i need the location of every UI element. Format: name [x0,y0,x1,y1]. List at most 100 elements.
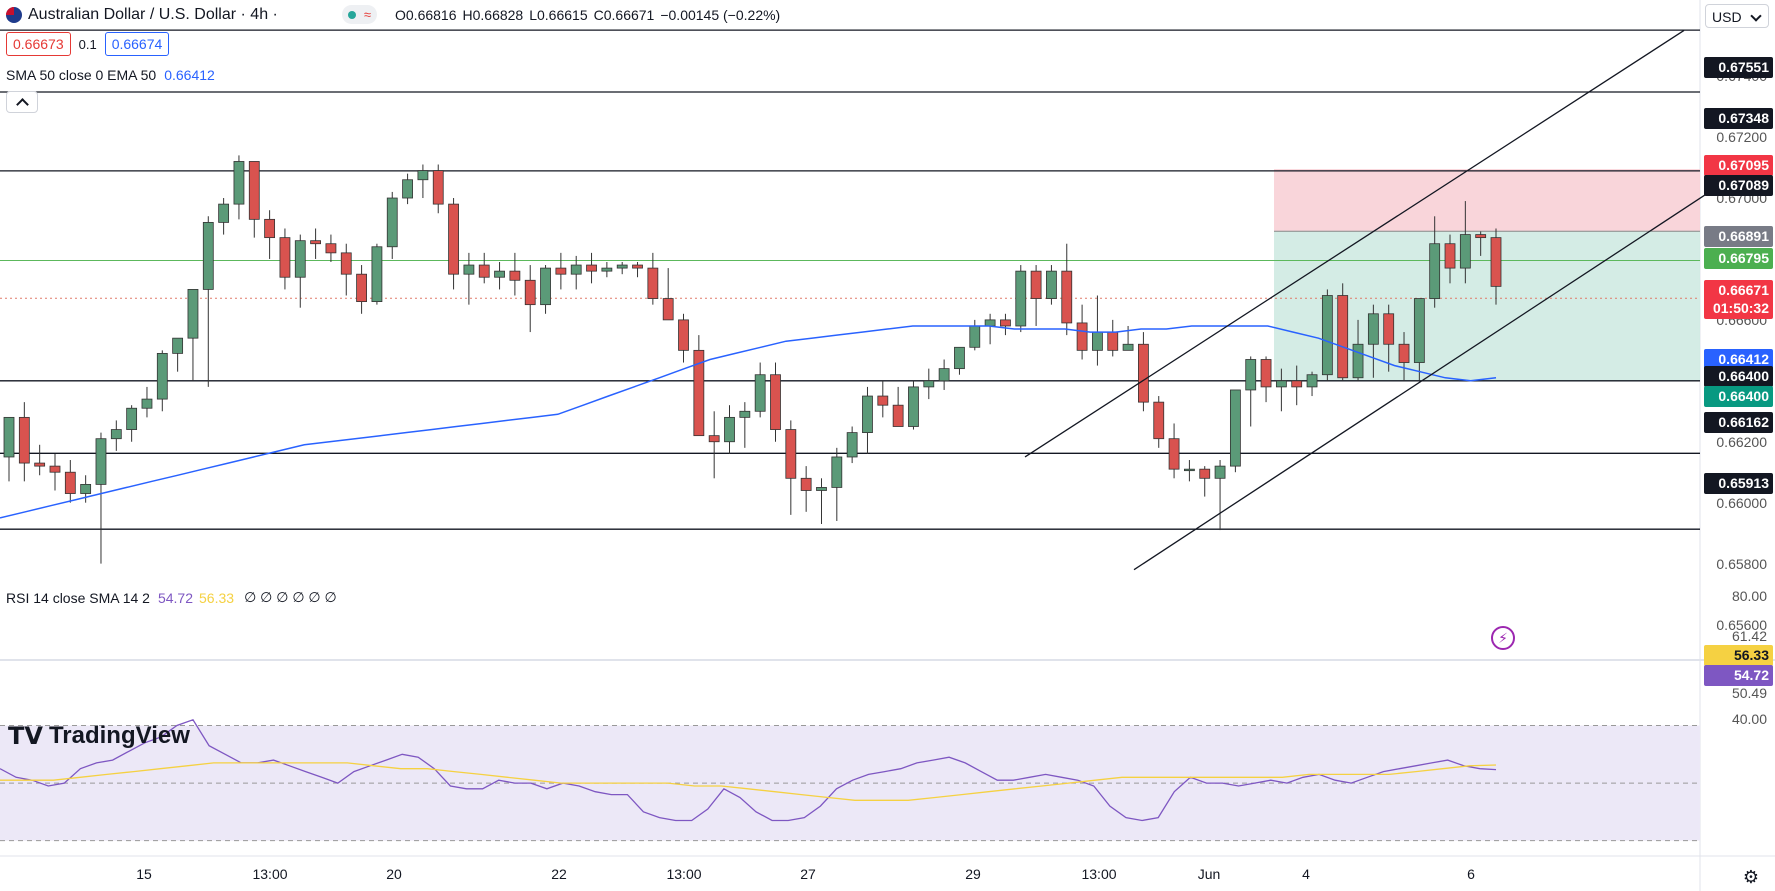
symbol-title[interactable]: Australian Dollar / U.S. Dollar · 4h · [28,5,278,23]
stop-loss-zone [1274,169,1700,232]
candle-down [325,243,337,254]
candle-down [34,462,46,467]
candle-up [1352,343,1364,379]
rsi-sma-value: 56.33 [199,589,235,606]
gear-icon[interactable]: ⚙ [1742,867,1760,887]
trade-buttons: 0.66673 0.1 0.66674 [6,32,170,56]
market-status-badge[interactable]: ≈ [341,5,377,24]
candle-up [1046,270,1057,299]
flash-icon[interactable]: ⚡ [1491,626,1515,650]
rsi-tick: 50.49 [1731,685,1767,701]
candle-up [1245,359,1257,391]
rsi-tick: 80.00 [1731,588,1767,604]
watermark-text: TradingView [48,722,190,749]
candle-down [1138,343,1149,403]
rsi-label: RSI 14 close SMA 14 2 [6,589,150,606]
candle-down [1398,343,1410,363]
candle-down [248,161,260,220]
candle-up [570,264,582,275]
time-axis[interactable]: 15 13:00 20 22 13:00 27 29 13:00 Jun 4 6 [0,856,1700,891]
candle-down [662,298,674,321]
candle-up [141,398,153,409]
price-tick: 0.65800 [1716,555,1767,572]
buy-button[interactable]: 0.66674 [104,32,170,56]
candle-up [126,407,138,430]
currency-label: USD [1712,9,1742,25]
candle-down [356,273,367,303]
candle-up [1092,331,1103,351]
candle-up [1306,374,1318,388]
symbol-legend: Australian Dollar / U.S. Dollar · 4h · ≈… [6,5,780,24]
price-tick: 0.66000 [1716,494,1767,511]
candle-down [877,395,889,406]
candle-down [800,477,812,491]
candle-up [417,170,429,181]
candle-up [1015,270,1027,327]
candle-up [969,325,981,348]
candle-down [279,237,291,278]
candle-up [601,267,613,272]
candle-down [693,349,705,437]
candle-up [1275,380,1287,388]
candle-down [1000,319,1011,327]
candle-down [1337,295,1349,379]
candle-up [233,161,245,205]
candle-up [724,416,735,443]
time-tick: 22 [551,866,567,882]
tradingview-logo-icon: 𝗧𝗩 [8,722,43,750]
candle-up [908,386,919,427]
rsi-label-purple: 54.72 [1704,665,1773,686]
candle-down [647,267,659,299]
rsi-legend[interactable]: RSI 14 close SMA 14 2 54.72 56.33 ∅ ∅ ∅ … [6,589,337,606]
sma-value: 0.66412 [164,67,215,83]
ohlc-high: H0.66828 [462,6,524,23]
price-axis[interactable]: 0.676000.674000.672000.670000.668000.666… [1500,0,1775,891]
candle-up [1459,234,1471,269]
candle-down [1153,401,1165,440]
candle-down [586,264,597,272]
candle-down [708,435,720,443]
candle-up [463,264,475,275]
price-label-black: 0.66400 [1704,366,1773,387]
sell-button[interactable]: 0.66673 [6,32,71,56]
price-tick: 0.67200 [1716,129,1767,146]
australia-flag-icon [6,6,22,23]
ohlc-open: O0.66816 [395,6,457,23]
candle-down [264,218,276,239]
time-tick: 13:00 [252,866,288,882]
candle-up [1229,389,1241,467]
chevron-down-icon [1750,10,1762,22]
candle-up [294,240,306,278]
candle-up [156,352,168,400]
candle-up [1413,298,1425,363]
spread-value: 0.1 [78,36,97,52]
candle-down [49,465,61,473]
currency-selector[interactable]: USD [1705,4,1769,28]
wave-icon: ≈ [363,7,371,22]
sma-legend[interactable]: SMA 50 close 0 EMA 50 0.66412 [6,67,215,83]
candle-up [984,319,996,327]
candle-down [632,264,643,269]
candle-down [1168,438,1180,470]
candle-up [846,432,858,458]
rsi-extras: ∅ ∅ ∅ ∅ ∅ ∅ [244,589,337,605]
price-label-red: 0.66671 [1704,280,1773,301]
candle-up [954,346,965,370]
collapse-legend-button[interactable] [6,91,38,113]
candle-up [110,429,122,440]
candle-up [923,380,935,388]
candle-up [202,221,214,290]
rsi-label-yellow: 56.33 [1704,645,1773,666]
candle-down [1490,237,1502,287]
price-label-black: 0.67089 [1704,175,1773,196]
candle-down [555,267,567,275]
ohlc-close: C0.66671 [593,6,655,23]
candle-down [1383,313,1395,345]
rsi-value: 54.72 [157,589,194,606]
candle-up [218,203,230,223]
candle-up [386,197,398,248]
candle-up [402,179,413,199]
sma-label: SMA 50 close 0 EMA 50 [6,67,157,83]
